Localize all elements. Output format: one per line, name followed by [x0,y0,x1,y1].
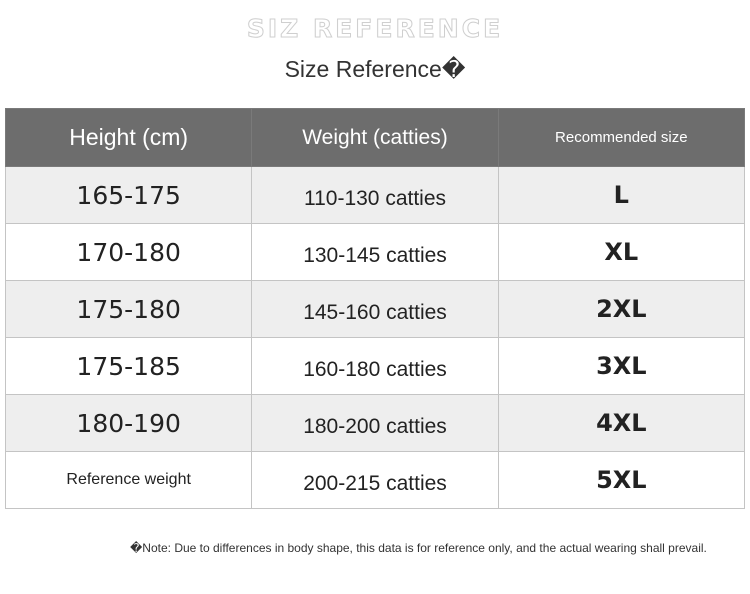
table-header-row: Height (cm) Weight (catties) Recommended… [4,108,746,167]
cell-weight: 110-130 catties [251,166,499,224]
banner-title: SIZ REFERENCE [246,14,504,44]
cell-size: 5XL [497,451,746,509]
cell-height: 180-190 [4,394,253,452]
cell-weight: 130-145 catties [251,223,499,281]
cell-size: 4XL [497,394,746,452]
table-row: 170-180 130-145 catties XL [4,223,746,281]
cell-size: L [497,166,746,224]
table-row: 175-180 145-160 catties 2XL [4,280,746,338]
header-recommended-size: Recommended size [497,108,746,167]
cell-height: 175-180 [4,280,253,338]
cell-height: Reference weight [4,451,253,509]
cell-weight: 180-200 catties [251,394,499,452]
header-height: Height (cm) [4,108,253,167]
cell-weight: 160-180 catties [251,337,499,395]
table-row: Reference weight 200-215 catties 5XL [4,451,746,509]
page-subtitle: Size Reference� [284,56,466,82]
cell-size: 3XL [497,337,746,395]
cell-weight: 145-160 catties [251,280,499,338]
size-table: Height (cm) Weight (catties) Recommended… [4,108,746,509]
cell-size: XL [497,223,746,281]
cell-weight: 200-215 catties [251,451,499,509]
cell-height: 165-175 [4,166,253,224]
header-weight: Weight (catties) [251,108,499,167]
table-row: 165-175 110-130 catties L [4,166,746,224]
cell-size: 2XL [497,280,746,338]
cell-height: 170-180 [4,223,253,281]
table-row: 180-190 180-200 catties 4XL [4,394,746,452]
table-row: 175-185 160-180 catties 3XL [4,337,746,395]
cell-height: 175-185 [4,337,253,395]
footnote: �Note: Due to differences in body shape,… [130,541,707,555]
